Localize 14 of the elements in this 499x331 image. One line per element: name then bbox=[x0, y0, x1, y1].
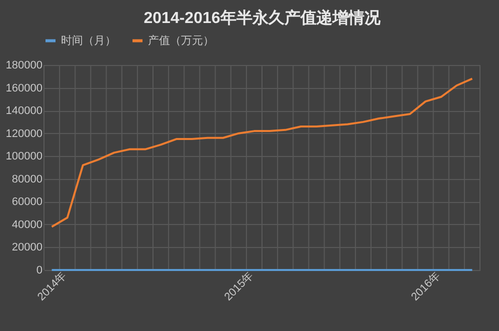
y-tick-label: 80000 bbox=[12, 173, 42, 186]
line-series bbox=[50, 78, 474, 228]
y-tick-label: 180000 bbox=[6, 60, 42, 72]
y-tick-label: 160000 bbox=[6, 82, 42, 94]
y-tick-label: 60000 bbox=[12, 196, 42, 208]
y-tick-label: 20000 bbox=[12, 242, 42, 254]
y-tick-label: 100000 bbox=[6, 150, 42, 163]
y-tick-label: 40000 bbox=[12, 218, 42, 231]
y-tick-label: 0 bbox=[36, 264, 42, 276]
y-tick-label: 120000 bbox=[6, 128, 42, 140]
legend-label: 时间（月） bbox=[61, 34, 116, 47]
legend-label: 产值（万元） bbox=[148, 34, 214, 47]
chart-title: 2014-2016年半永久产值递增情况 bbox=[144, 8, 382, 27]
y-tick-label: 140000 bbox=[6, 105, 42, 118]
